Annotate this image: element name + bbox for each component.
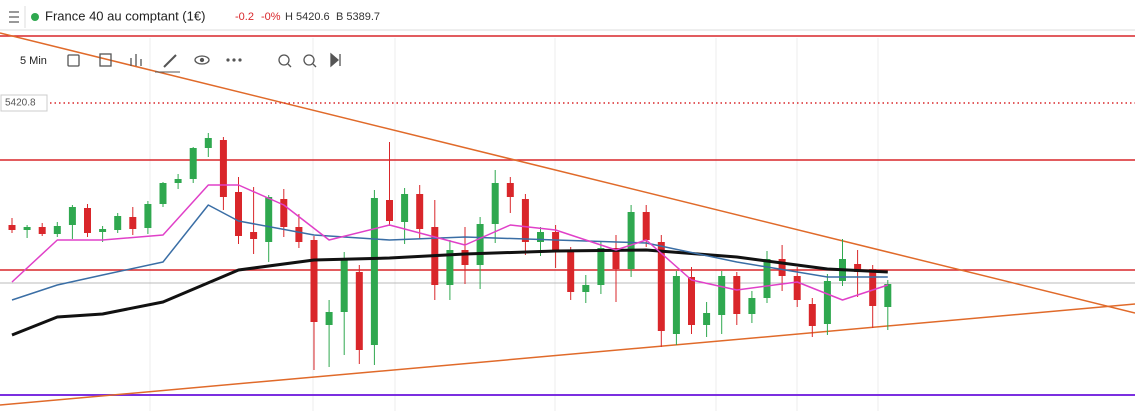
candle-body [733, 276, 741, 314]
candle-body [552, 232, 560, 252]
candle-body [325, 312, 333, 325]
candle-body [808, 304, 816, 326]
candle-body [521, 199, 529, 242]
candle-body [869, 269, 877, 306]
candle-body [204, 138, 212, 148]
candle-body [23, 227, 31, 230]
candle-body [703, 313, 711, 325]
trend-line[interactable] [0, 303, 1135, 406]
status-dot [31, 13, 39, 21]
candle-body [114, 216, 122, 230]
candle-body [84, 208, 91, 233]
candle-body [657, 242, 665, 331]
candle-body [8, 225, 16, 230]
candle-body [748, 298, 756, 314]
candle-body [884, 284, 892, 307]
candle-body [53, 226, 61, 234]
candle-body [763, 259, 771, 298]
candle-body [597, 248, 605, 285]
candle-body [642, 212, 650, 240]
candle-body [99, 229, 107, 232]
menu-icon[interactable] [9, 11, 19, 23]
candle-body [174, 179, 182, 183]
candle-body [718, 276, 726, 315]
candle-body [401, 194, 409, 222]
candle-body [854, 264, 862, 272]
candle-body [386, 200, 393, 221]
candle-body [612, 248, 620, 269]
candle-body [235, 192, 242, 236]
candle-body [295, 227, 303, 242]
candle-body [688, 277, 695, 325]
candle-body [491, 183, 499, 224]
candle-body [582, 285, 590, 292]
plot: 5420.8 [0, 94, 1135, 370]
candle-body [310, 240, 318, 322]
candle-body [537, 232, 544, 242]
session-low: B 5389.7 [336, 11, 380, 23]
candle-body [793, 276, 801, 300]
candle-body [567, 252, 575, 292]
moving-average [11, 184, 889, 301]
candle-body [778, 259, 786, 276]
candle-body [68, 207, 76, 225]
more-icon[interactable] [226, 58, 242, 62]
instrument-title[interactable]: France 40 au comptant (1€) [45, 8, 205, 23]
candle-body [219, 140, 227, 197]
candle-body [370, 198, 378, 345]
price-label-box [0, 94, 48, 112]
candle-body [159, 183, 167, 204]
candle-body [446, 250, 454, 285]
moving-average [11, 204, 888, 301]
candle-body [416, 194, 424, 229]
candle-body [189, 148, 197, 179]
change: -0.2 [235, 11, 254, 23]
toolbar-icons[interactable] [67, 52, 341, 68]
candle-body [250, 232, 258, 239]
candle-body [627, 212, 635, 269]
session-high: H 5420.6 [285, 11, 330, 23]
candle-body [38, 227, 46, 234]
candle-body [355, 272, 363, 350]
price-label: 5420.8 [5, 98, 36, 109]
candle-body [144, 204, 152, 228]
trend-line[interactable] [0, 32, 1135, 314]
candle-body [823, 281, 831, 324]
moving-average [11, 248, 888, 337]
candle-body [461, 250, 469, 265]
candle-body [340, 260, 348, 312]
header-bar [0, 0, 1135, 30]
candle-body [672, 276, 680, 334]
change-pct: -0% [261, 11, 281, 23]
candle-body [129, 217, 137, 229]
candle-body [476, 224, 484, 265]
candle-body [280, 199, 288, 227]
candle-body [265, 197, 273, 242]
interval-button[interactable]: 5 Min [20, 55, 47, 67]
candle-body [506, 183, 514, 197]
grid [149, 38, 879, 411]
